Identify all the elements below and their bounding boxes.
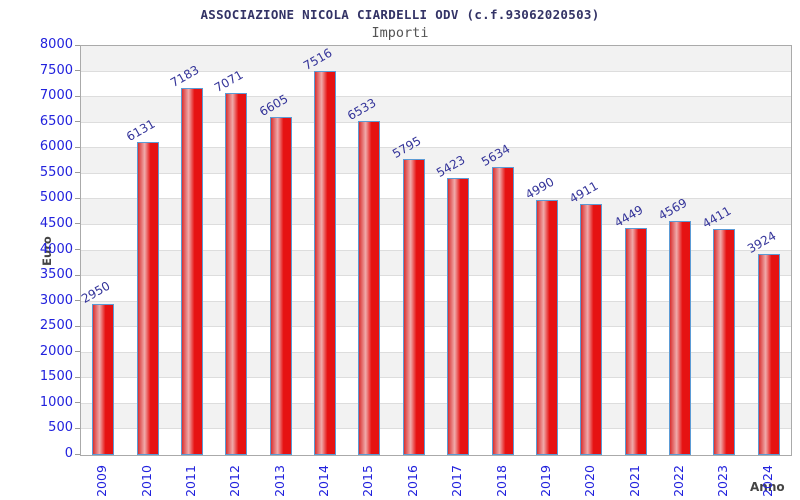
bar-2021	[624, 228, 647, 455]
chart-title: ASSOCIAZIONE NICOLA CIARDELLI ODV (c.f.9…	[200, 7, 600, 22]
bar-2010	[136, 142, 159, 455]
y-axis-tick	[75, 70, 80, 72]
x-tick-label: 2020	[582, 465, 598, 497]
y-axis-tick	[75, 121, 80, 123]
y-tick-label: 6500	[39, 113, 73, 129]
x-tick-label: 2024	[759, 465, 775, 497]
bar-2016	[402, 159, 425, 455]
gridline	[81, 428, 791, 430]
y-axis-tick	[75, 351, 80, 353]
y-tick-label: 0	[64, 446, 73, 461]
y-tick-label: 4500	[39, 215, 73, 231]
bar-2015	[358, 121, 381, 455]
y-tick-label: 2000	[39, 343, 73, 359]
y-axis-tick	[75, 44, 80, 46]
bar-2011	[180, 88, 203, 455]
y-tick-label: 1500	[39, 369, 73, 385]
bar-2022	[669, 221, 692, 455]
gridline	[81, 198, 791, 200]
x-tick-label: 2015	[360, 465, 376, 497]
y-axis-tick	[75, 95, 80, 97]
y-axis-tick	[75, 427, 80, 429]
y-tick-label: 7000	[39, 88, 73, 104]
bar-2024	[757, 254, 780, 455]
bar-2017	[447, 178, 470, 455]
x-tick-label: 2021	[626, 465, 642, 497]
y-axis-tick	[75, 274, 80, 276]
gridline	[81, 351, 791, 353]
gridline	[81, 70, 791, 72]
y-axis-tick	[75, 376, 80, 378]
bar-2020	[580, 204, 603, 455]
x-tick-label: 2012	[227, 465, 243, 497]
gridline	[81, 377, 791, 379]
y-axis-tick	[75, 249, 80, 250]
gridline	[81, 275, 791, 277]
y-tick-label: 8000	[39, 37, 73, 52]
gridline	[81, 300, 791, 302]
x-axis-title: Anno	[750, 480, 785, 494]
gridline	[81, 402, 791, 404]
plot-area: 2950 6131 7183 7071 6605 7516 6533 5795 5423 5634…	[79, 45, 792, 456]
x-tick-label: 2013	[271, 465, 287, 497]
x-tick-label: 2023	[715, 465, 731, 497]
chart-subtitle: Importi	[371, 25, 429, 41]
bar-2019	[535, 200, 558, 455]
x-tick-label: 2022	[671, 465, 687, 497]
y-tick-label: 7500	[39, 62, 73, 78]
x-tick-label: 2016	[404, 465, 420, 497]
y-tick-label: 4000	[39, 241, 73, 257]
y-tick-label: 500	[48, 420, 73, 436]
bar-2009	[92, 304, 115, 455]
bar-2014	[314, 71, 337, 455]
x-tick-label: 2014	[316, 465, 332, 497]
x-tick-label: 2009	[94, 465, 110, 497]
x-tick-label: 2018	[493, 465, 509, 497]
y-tick-label: 5500	[39, 164, 73, 180]
y-axis-tick	[75, 402, 80, 404]
gridline	[81, 147, 791, 149]
bar-2012	[225, 93, 248, 455]
y-tick-label: 5000	[39, 190, 73, 206]
gridline	[81, 223, 791, 225]
grid-band	[81, 46, 791, 72]
y-axis-tick	[75, 172, 80, 174]
bar-2023	[713, 229, 736, 455]
y-tick-label: 6000	[39, 139, 73, 155]
gridline	[81, 172, 791, 174]
y-tick-label: 3000	[39, 292, 73, 308]
y-tick-label: 3500	[39, 267, 73, 283]
x-tick-label: 2019	[537, 465, 553, 497]
bar-2013	[269, 117, 292, 455]
x-tick-label: 2011	[182, 465, 198, 497]
y-tick-label: 2500	[39, 318, 73, 334]
y-axis-tick	[75, 453, 80, 455]
bar-2018	[491, 167, 514, 455]
y-axis-tick	[75, 223, 80, 225]
y-axis-tick	[75, 197, 80, 199]
gridline	[81, 96, 791, 98]
x-tick-label: 2017	[449, 465, 465, 497]
gridline	[81, 326, 791, 328]
y-axis-tick	[75, 325, 80, 327]
y-tick-label: 1000	[39, 394, 73, 410]
gridline	[81, 121, 791, 123]
gridline	[81, 249, 791, 251]
y-axis-tick	[75, 146, 80, 148]
y-axis-tick	[75, 300, 80, 302]
x-tick-label: 2010	[138, 465, 154, 497]
